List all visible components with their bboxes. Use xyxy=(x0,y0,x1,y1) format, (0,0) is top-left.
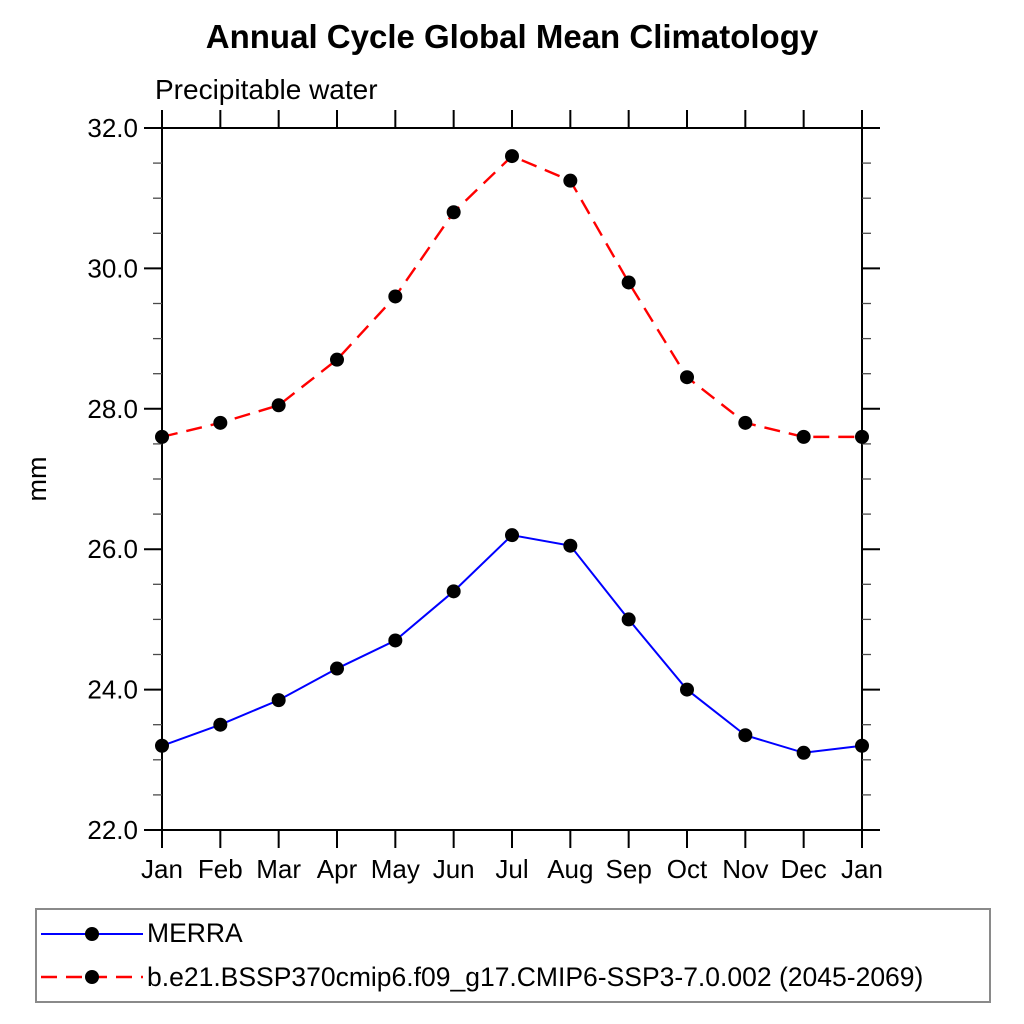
legend-line-sample-merra xyxy=(41,926,143,941)
x-tick-label: Jan xyxy=(141,854,183,884)
y-tick-label: 26.0 xyxy=(87,534,138,564)
legend-sample-marker xyxy=(85,926,99,941)
data-point-marker xyxy=(855,429,869,444)
data-point-marker xyxy=(680,682,694,697)
data-point-marker xyxy=(621,612,636,627)
data-point-marker xyxy=(271,693,286,708)
data-point-marker xyxy=(213,717,228,732)
legend-line-sample-model xyxy=(41,970,143,985)
y-axis-label: mm xyxy=(22,457,52,502)
x-tick-label: Oct xyxy=(667,854,708,884)
y-tick-label: 32.0 xyxy=(87,113,138,143)
data-point-marker xyxy=(738,728,753,743)
x-tick-label: Dec xyxy=(781,854,827,884)
legend: MERRA b.e21.BSSP370cmip6.f09_g17.CMIP6-S… xyxy=(35,908,991,1003)
x-tick-label: Jul xyxy=(495,854,528,884)
data-point-marker xyxy=(155,738,169,753)
data-point-marker xyxy=(563,538,578,553)
legend-sample-marker xyxy=(85,970,99,985)
x-tick-label: Jan xyxy=(841,854,883,884)
data-point-marker xyxy=(796,745,811,760)
data-point-marker xyxy=(155,429,169,444)
data-point-marker xyxy=(505,149,519,164)
data-point-marker xyxy=(680,370,694,385)
x-tick-label: Apr xyxy=(317,854,358,884)
series-line-1 xyxy=(161,154,862,439)
x-tick-label: Feb xyxy=(198,854,243,884)
y-tick-label: 24.0 xyxy=(87,675,138,705)
data-point-marker xyxy=(388,633,403,648)
data-point-marker xyxy=(388,289,403,304)
x-tick-label: Nov xyxy=(722,854,768,884)
data-point-marker xyxy=(330,661,344,676)
x-tick-label: Mar xyxy=(256,854,301,884)
data-point-marker xyxy=(505,528,519,543)
y-tick-label: 22.0 xyxy=(87,815,138,845)
legend-label-merra: MERRA xyxy=(147,918,243,949)
plot-frame xyxy=(161,127,863,831)
data-point-marker xyxy=(446,205,461,220)
data-point-marker xyxy=(330,352,344,367)
legend-label-model: b.e21.BSSP370cmip6.f09_g17.CMIP6-SSP3-7.… xyxy=(147,961,924,992)
series-layer xyxy=(155,149,869,760)
x-tick-label: Sep xyxy=(606,854,652,884)
data-point-marker xyxy=(738,415,753,430)
chart-title: Annual Cycle Global Mean Climatology xyxy=(205,18,819,55)
series-line-0 xyxy=(161,534,863,754)
y-tick-label: 28.0 xyxy=(87,394,138,424)
legend-item-model: b.e21.BSSP370cmip6.f09_g17.CMIP6-SSP3-7.… xyxy=(39,957,989,997)
x-tick-label: Aug xyxy=(547,854,593,884)
data-point-marker xyxy=(796,429,811,444)
x-tick-label: May xyxy=(371,854,420,884)
data-point-marker xyxy=(855,738,869,753)
legend-item-merra: MERRA xyxy=(39,914,989,954)
x-tick-label: Jun xyxy=(433,854,475,884)
data-point-marker xyxy=(446,584,461,599)
data-point-marker xyxy=(271,398,286,413)
data-point-marker xyxy=(563,173,578,188)
chart-subtitle: Precipitable water xyxy=(155,74,378,105)
y-tick-label: 30.0 xyxy=(87,253,138,283)
axes-layer: Jan Feb Mar Apr May Jun Jul Aug Sep Oct Nov Dec Jan2… xyxy=(87,110,883,884)
data-point-marker xyxy=(213,415,228,430)
data-point-marker xyxy=(621,275,636,290)
